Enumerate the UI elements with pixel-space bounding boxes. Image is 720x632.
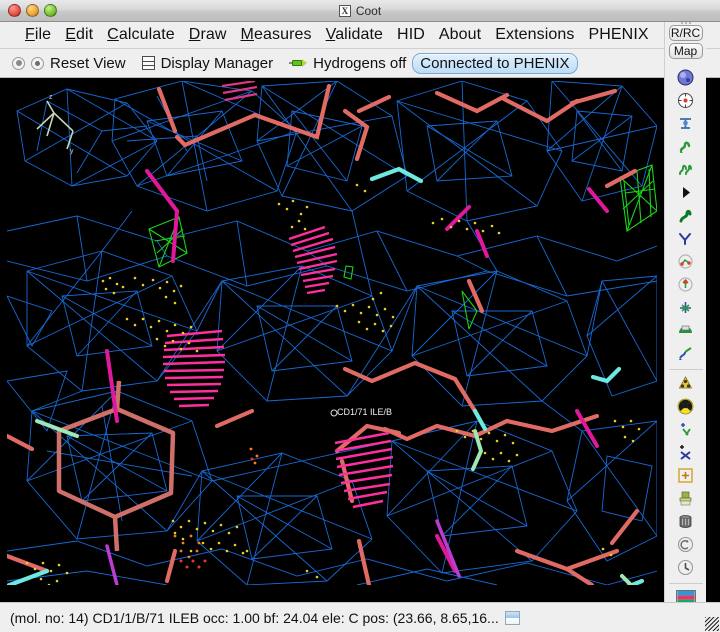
toolbar-divider-3	[668, 583, 703, 584]
add-alt-conf-icon[interactable]	[673, 441, 699, 464]
rotate-translate-zone-icon[interactable]	[673, 158, 699, 181]
display-manager-icon[interactable]	[141, 56, 155, 70]
connected-to-phenix-badge[interactable]: Connected to PHENIX	[412, 52, 578, 74]
close-window-button[interactable]	[8, 4, 21, 17]
simple-mutate-icon[interactable]	[673, 372, 699, 395]
menu-phenix[interactable]: PHENIX	[588, 26, 649, 43]
status-bar: (mol. no: 14) CD1/1/B/71 ILEB occ: 1.00 …	[0, 602, 720, 632]
sphere-refine-icon[interactable]	[673, 66, 699, 89]
radio-unselected-icon[interactable]	[12, 56, 25, 70]
menu-validate[interactable]: Validate	[325, 26, 384, 43]
contact-dots-red	[179, 457, 254, 569]
viewport-background	[7, 81, 657, 585]
refine-rc-button[interactable]: R/RC	[668, 25, 703, 41]
menu-bar: File Edit Calculate Draw Measures Valida…	[0, 22, 720, 49]
rotamer-fan-center	[162, 329, 226, 408]
reset-view-button[interactable]: Reset View	[50, 54, 126, 72]
torsion-general-icon[interactable]	[673, 273, 699, 296]
contact-dots-orange	[173, 447, 259, 559]
regularize-zone-icon[interactable]	[673, 112, 699, 135]
flip-peptide-icon[interactable]	[673, 296, 699, 319]
model-bonds-magenta	[105, 169, 609, 573]
density-and-model-scene: z y	[7, 81, 657, 585]
place-atom-at-pointer-icon[interactable]	[673, 464, 699, 487]
right-toolbar: R/RC Map	[652, 22, 706, 632]
model-bonds-teal-alt	[35, 419, 634, 585]
mutate-and-autofit-icon[interactable]	[673, 342, 699, 365]
axis-label-z: z	[49, 94, 53, 101]
contact-dots-yellow	[25, 183, 641, 585]
status-scroll-grip[interactable]	[504, 610, 520, 625]
rotamer-fan-upper	[288, 225, 338, 295]
model-bonds-carbon	[7, 83, 640, 585]
maximize-window-button[interactable]	[44, 4, 57, 17]
delete-item-icon[interactable]	[673, 510, 699, 533]
menu-file[interactable]: File	[25, 26, 52, 43]
model-bonds-nitrogen	[7, 166, 645, 585]
edit-chi-angles-icon[interactable]	[673, 250, 699, 273]
title-bar: X Coot	[0, 0, 720, 22]
menu-hid[interactable]: HID	[397, 26, 425, 43]
electron-density-mesh	[7, 81, 657, 585]
hydrogens-toggle-icon[interactable]	[289, 57, 308, 69]
molecular-graphics-viewport[interactable]: z y	[7, 81, 657, 585]
clear-pending-picks-icon[interactable]	[673, 487, 699, 510]
rotamer-fan-lower	[334, 431, 394, 509]
rotamer-icon[interactable]	[673, 227, 699, 250]
window-title-text: Coot	[355, 3, 382, 18]
label-anchor-dot	[330, 409, 338, 417]
status-message: (mol. no: 14) CD1/1/B/71 ILEB occ: 1.00 …	[10, 609, 499, 626]
axis-label-y: y	[70, 148, 74, 155]
menu-about[interactable]: About	[438, 26, 482, 43]
app-logo-icon: X	[338, 4, 351, 17]
map-button[interactable]: Map	[668, 43, 703, 59]
side-chain-180-icon[interactable]	[673, 319, 699, 342]
rotamer-fan-small	[221, 81, 258, 102]
redo-icon[interactable]	[673, 556, 699, 579]
orientation-axes-glyph	[36, 100, 74, 150]
toolbar-divider-2	[668, 369, 703, 370]
menu-calculate[interactable]: Calculate	[107, 26, 175, 43]
radio-selected-icon[interactable]	[31, 56, 44, 70]
window-controls	[8, 4, 57, 17]
minimize-window-button[interactable]	[26, 4, 39, 17]
pointer-arrow-icon[interactable]	[673, 181, 699, 204]
toolbar-grip-handle[interactable]	[665, 22, 706, 24]
menu-measures[interactable]: Measures	[240, 26, 312, 43]
display-manager-button[interactable]: Display Manager	[160, 54, 274, 72]
model-bonds-purple	[105, 519, 461, 585]
undo-icon[interactable]	[673, 533, 699, 556]
difference-density-positive	[148, 164, 657, 330]
window-resize-grip[interactable]	[705, 617, 719, 631]
right-toolbar-icons	[668, 66, 703, 632]
ring-center-icon[interactable]	[673, 89, 699, 112]
window-title: X Coot	[0, 0, 720, 22]
add-terminal-residue-icon[interactable]	[673, 418, 699, 441]
menu-draw[interactable]: Draw	[188, 26, 227, 43]
main-toolbar: Reset View Display Manager Hydrogens off…	[0, 49, 720, 78]
find-waters-icon[interactable]	[673, 395, 699, 418]
menu-edit[interactable]: Edit	[65, 26, 94, 43]
hydrogens-toggle-button[interactable]: Hydrogens off	[313, 54, 407, 72]
auto-fit-rotamer-icon[interactable]	[673, 204, 699, 227]
rigid-body-fit-icon[interactable]	[673, 135, 699, 158]
menu-extensions[interactable]: Extensions	[495, 26, 575, 43]
